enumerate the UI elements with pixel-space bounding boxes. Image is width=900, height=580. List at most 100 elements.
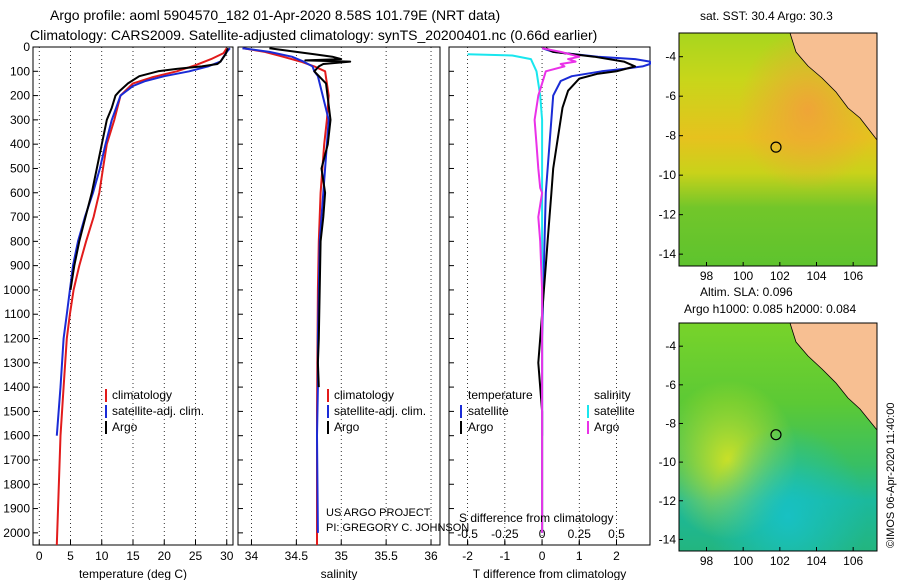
x-tick-label: 34 <box>245 549 259 563</box>
legend-label-satellite: satellite-adj. clim. <box>112 404 204 418</box>
map-y-tick-label: -10 <box>659 168 677 182</box>
top-tick-label: 0.5 <box>608 527 625 541</box>
x-tick-label: 35 <box>335 549 349 563</box>
sst-map-title: sat. SST: 30.4 Argo: 30.3 <box>700 9 833 23</box>
x-tick-label: 1 <box>576 549 583 563</box>
map-y-tick-label: -6 <box>665 89 676 103</box>
top-tick-label: -0.5 <box>457 527 478 541</box>
y-tick-label: 900 <box>10 259 30 273</box>
map-x-tick-label: 104 <box>806 269 826 283</box>
x-tick-label: 2 <box>613 549 620 563</box>
y-tick-label: 1100 <box>4 307 30 321</box>
legend-label-temp-argo: Argo <box>468 420 494 434</box>
temperature-panel: 0 5 10 15 20 25 300100200300400500600700800900… <box>3 40 233 580</box>
top-tick-label: -0.25 <box>491 527 519 541</box>
map-x-tick-label: 104 <box>806 554 826 568</box>
map-y-tick-label: -10 <box>659 455 677 469</box>
sla-map-ticks: 98 100 102 104 106 -4 -6 -8 -10 -12 -14 <box>659 339 864 568</box>
x-tick-label: 5 <box>67 549 74 563</box>
y-tick-label: 1600 <box>3 429 30 443</box>
x-axis-label: T difference from climatology <box>473 567 627 580</box>
top-tick-label: 0 <box>539 527 546 541</box>
plot-frame <box>448 46 651 546</box>
series-line-argo <box>69 47 229 291</box>
figure-title-line2: Climatology: CARS2009. Satellite-adjuste… <box>30 27 597 43</box>
legend-label-satellite: satellite-adj. clim. <box>334 404 426 418</box>
y-tick-label: 2000 <box>3 526 30 540</box>
y-tick-label: 300 <box>10 113 30 127</box>
legend-label-climatology: climatology <box>334 388 394 402</box>
y-tick-label: 800 <box>10 234 30 248</box>
salinity-panel: 34 34.5 35 35.5 36 salinity <box>237 46 441 580</box>
legend-label-sal-satellite: satellite <box>594 404 635 418</box>
salinity-legend: climatology satellite-adj. clim. Argo US… <box>326 388 469 534</box>
legend-label-argo: Argo <box>112 420 138 434</box>
x-tick-label: -1 <box>499 549 510 563</box>
legend-title-salinity: salinity <box>594 388 631 402</box>
sst-map-ticks: 98 100 102 104 106 -4 -6 -8 -10 -12 -14 <box>659 50 864 283</box>
map-y-tick-label: -6 <box>665 378 676 392</box>
argo-float-marker <box>770 429 782 441</box>
map-x-tick-label: 100 <box>733 269 753 283</box>
y-tick-label: 1500 <box>3 404 30 418</box>
series-line-salinity-argo <box>533 47 581 533</box>
y-tick-label: 400 <box>10 137 30 151</box>
y-tick-label: 1400 <box>3 380 30 394</box>
sla-map: Altim. SLA: 0.096 Argo h1000: 0.085 h200… <box>659 285 897 568</box>
legend-title-temperature: temperature <box>468 388 533 402</box>
legend-label-sal-argo: Argo <box>594 420 620 434</box>
legend-label-temp-satellite: satellite <box>468 404 509 418</box>
y-tick-label: 200 <box>10 89 30 103</box>
y-tick-label: 1000 <box>3 283 30 297</box>
top-tick-label: 0.25 <box>568 527 592 541</box>
map-x-tick-label: 100 <box>733 554 753 568</box>
x-tick-label: 20 <box>158 549 172 563</box>
x-tick-label: 15 <box>126 549 140 563</box>
x-tick-label: 30 <box>220 549 234 563</box>
map-x-tick-label: 98 <box>700 554 714 568</box>
map-y-tick-label: -8 <box>665 129 676 143</box>
map-x-tick-label: 106 <box>843 554 863 568</box>
x-tick-label: -2 <box>462 549 473 563</box>
map-y-tick-label: -12 <box>659 494 677 508</box>
x-tick-label: 0 <box>539 549 546 563</box>
y-tick-label: 0 <box>23 40 30 54</box>
difference-legend: temperature satellite Argo salinity sate… <box>459 388 635 525</box>
imos-credit: ©IMOS 06-Apr-2020 11:40:00 <box>885 403 897 548</box>
y-tick-label: 100 <box>10 64 30 78</box>
x-tick-label: 10 <box>95 549 109 563</box>
map-x-tick-label: 102 <box>770 269 790 283</box>
map-x-tick-label: 102 <box>770 554 790 568</box>
argo-float-marker <box>770 141 782 153</box>
legend-label-climatology: climatology <box>112 388 172 402</box>
map-y-tick-label: -14 <box>659 532 677 546</box>
x-axis-label: temperature (deg C) <box>79 567 187 580</box>
x-tick-label: 35.5 <box>374 549 398 563</box>
series-line-temperature-satellite <box>541 47 651 436</box>
y-tick-label: 1700 <box>3 453 30 467</box>
map-x-tick-label: 106 <box>843 269 863 283</box>
series-line-argo <box>269 47 352 388</box>
sla-map-title-line1: Altim. SLA: 0.096 <box>700 285 793 299</box>
map-y-tick-label: -4 <box>665 339 676 353</box>
x-tick-label: 36 <box>424 549 438 563</box>
x-tick-label: 0 <box>36 549 43 563</box>
x-tick-label: 25 <box>189 549 203 563</box>
pi-annotation: PI: GREGORY C. JOHNSON <box>326 522 469 534</box>
y-tick-label: 700 <box>10 210 30 224</box>
y-tick-label: 500 <box>10 161 30 175</box>
figure-title-line1: Argo profile: aoml 5904570_182 01-Apr-20… <box>50 7 500 23</box>
map-x-tick-label: 98 <box>700 269 714 283</box>
map-y-tick-label: -12 <box>659 208 677 222</box>
map-y-tick-label: -8 <box>665 416 676 430</box>
map-y-tick-label: -4 <box>665 50 676 64</box>
legend-label-argo: Argo <box>334 420 360 434</box>
sst-map: sat. SST: 30.4 Argo: 30.3 98 100 102 104 106… <box>659 9 878 283</box>
sla-map-title-line2: Argo h1000: 0.085 h2000: 0.084 <box>684 302 856 316</box>
x-tick-label: 34.5 <box>285 549 309 563</box>
y-tick-label: 1200 <box>3 332 30 346</box>
project-annotation: US ARGO PROJECT <box>326 507 431 519</box>
x-axis-label: salinity <box>321 567 358 580</box>
s-difference-label: S difference from climatology <box>459 511 614 525</box>
